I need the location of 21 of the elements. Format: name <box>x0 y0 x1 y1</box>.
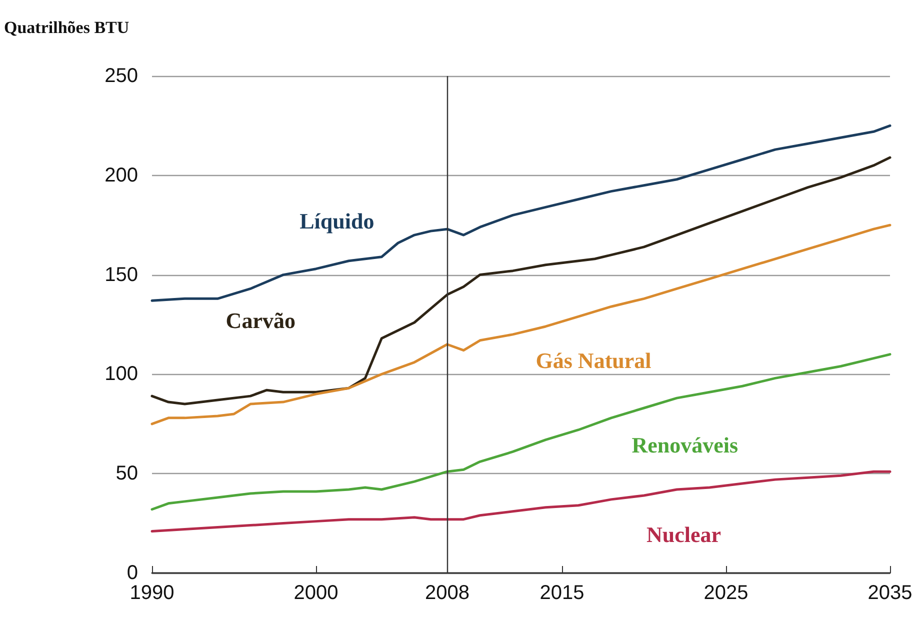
series-label: Gás Natural <box>536 348 652 373</box>
x-tick-label: 2035 <box>868 582 912 604</box>
line-series <box>150 124 892 302</box>
series-label: Nuclear <box>646 522 722 547</box>
y-tick-label: 150 <box>104 264 138 286</box>
y-tick-label: 200 <box>104 164 138 186</box>
y-tick-label: 100 <box>104 363 138 386</box>
y-tick-label: 0 <box>126 562 138 584</box>
line-series <box>150 353 892 511</box>
x-tick-label: 2000 <box>294 582 338 604</box>
series-label: Líquido <box>300 208 374 234</box>
series-label: Renováveis <box>632 432 738 458</box>
text: Carvão <box>226 308 296 334</box>
x-tick-label: 2015 <box>540 582 584 604</box>
y-tick-label: 250 <box>104 65 138 87</box>
x-tick-label: 2025 <box>704 582 748 604</box>
y-axis-title: Quatrilhões BTU <box>4 18 130 37</box>
x-tick-label: 2008 <box>424 582 470 604</box>
y-tick-label: 50 <box>116 462 138 485</box>
x-tick-label: 1990 <box>130 582 174 604</box>
line-series <box>150 156 892 406</box>
